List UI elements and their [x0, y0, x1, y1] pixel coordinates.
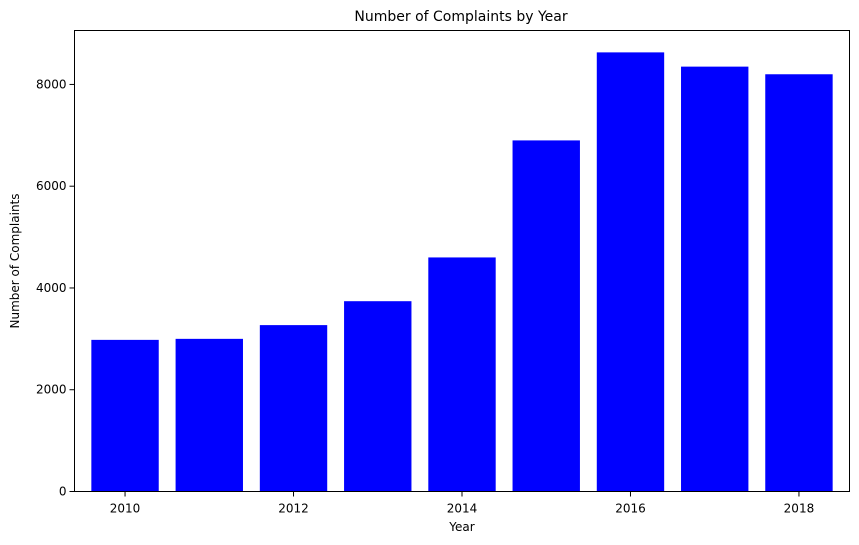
bar-2015 [512, 140, 580, 492]
y-tick-label-8000: 8000 [36, 77, 67, 91]
x-tick-label-2014: 2014 [447, 502, 478, 516]
x-tick-label-2010: 2010 [110, 502, 141, 516]
x-tick-label-2012: 2012 [278, 502, 309, 516]
bar-2017 [681, 66, 749, 492]
y-tick-label-4000: 4000 [36, 281, 67, 295]
bar-2018 [765, 74, 833, 492]
bar-2011 [175, 338, 243, 492]
bar-2010 [91, 339, 159, 492]
x-axis-label: Year [448, 520, 474, 534]
bar-2014 [428, 257, 496, 492]
y-tick-label-0: 0 [59, 485, 67, 499]
x-tick-label-2018: 2018 [784, 502, 815, 516]
x-axis-ticks: 2010 2012 2014 2016 2018 [110, 491, 815, 516]
plot-frame [74, 30, 850, 492]
bars-group [91, 52, 833, 492]
y-tick-label-6000: 6000 [36, 179, 67, 193]
bar-2013 [344, 301, 412, 492]
y-tick-label-2000: 2000 [36, 383, 67, 397]
chart-title: Number of Complaints by Year [354, 9, 567, 25]
y-axis-ticks: 0 2000 4000 6000 8000 [36, 77, 75, 499]
y-axis-label: Number of Complaints [8, 193, 22, 328]
bar-2012 [259, 325, 328, 492]
bar-2016 [596, 52, 665, 492]
x-tick-label-2016: 2016 [615, 502, 646, 516]
